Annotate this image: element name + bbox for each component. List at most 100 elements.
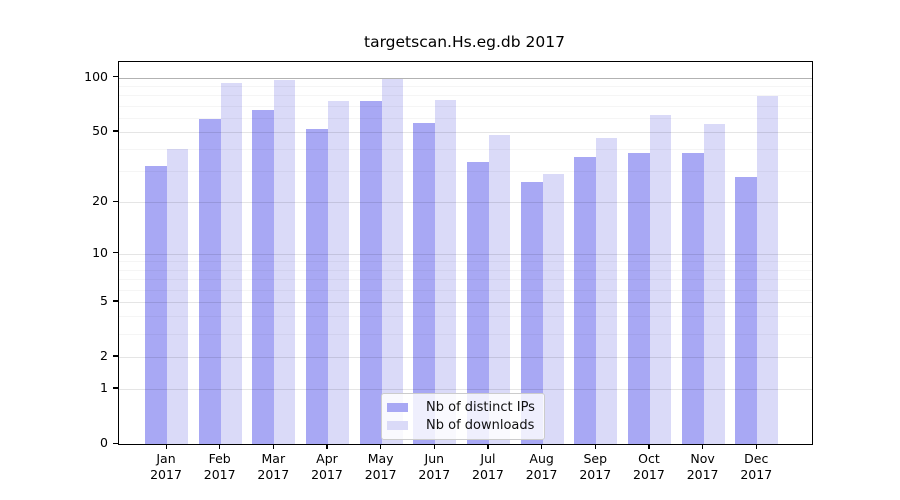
gridline-minor — [119, 171, 812, 173]
bar-downloads — [220, 82, 242, 444]
gridline-minor — [119, 85, 812, 87]
y-tick-mark — [113, 200, 118, 203]
plot-area — [118, 61, 813, 445]
legend-swatch-distinct-ips — [387, 403, 408, 412]
bar-distinct-ips — [145, 166, 167, 444]
x-tick-mark — [648, 445, 650, 449]
y-tick-mark — [113, 300, 118, 302]
gridline-major — [119, 253, 812, 255]
legend-label-downloads: Nb of downloads — [426, 418, 535, 433]
gridline-minor — [119, 334, 812, 335]
bar-downloads — [488, 135, 510, 444]
x-tick-year: 2017 — [472, 467, 504, 482]
gridline-major — [119, 131, 812, 133]
x-tick-month: Feb — [208, 451, 231, 466]
x-tick-year: 2017 — [686, 467, 719, 482]
gridline-minor — [119, 117, 812, 119]
x-axis-tick-label: May 2017 — [349, 451, 413, 483]
y-tick-mark — [113, 387, 118, 389]
x-tick-mark — [541, 445, 543, 449]
x-tick-year: 2017 — [364, 467, 397, 482]
x-tick-month: Oct — [638, 451, 660, 466]
x-tick-year: 2017 — [525, 467, 558, 482]
x-tick-year: 2017 — [257, 467, 290, 482]
gridline-minor — [119, 105, 812, 107]
x-tick-year: 2017 — [633, 467, 665, 482]
x-tick-month: Sep — [583, 451, 608, 466]
x-axis-tick-label: Jan 2017 — [134, 451, 198, 483]
x-axis-tick-label: Sep 2017 — [563, 451, 627, 483]
legend: Nb of distinct IPs Nb of downloads — [381, 393, 545, 440]
gridline-minor — [119, 316, 812, 318]
x-tick-mark — [326, 445, 328, 449]
gridline-minor — [119, 289, 812, 291]
x-tick-year: 2017 — [150, 467, 182, 482]
x-tick-mark — [487, 445, 489, 449]
y-axis-tick-label: 2 — [100, 347, 108, 363]
bar-downloads — [167, 149, 188, 444]
x-axis-tick-label: Jun 2017 — [402, 451, 466, 483]
gridline-major — [119, 77, 812, 79]
y-axis-tick-label: 100 — [84, 68, 108, 84]
gridline-minor — [119, 95, 812, 97]
bar-downloads — [542, 174, 564, 444]
x-tick-mark — [272, 445, 275, 449]
x-tick-year: 2017 — [579, 467, 612, 482]
x-tick-month: Mar — [261, 451, 286, 466]
bar-distinct-ips — [413, 123, 436, 444]
y-axis-tick-label: 50 — [92, 122, 108, 138]
bar-downloads — [757, 96, 779, 444]
gridline-major — [119, 202, 812, 204]
bar-downloads — [435, 100, 457, 444]
y-tick-mark — [113, 76, 118, 78]
bar-downloads — [649, 115, 671, 444]
bar-downloads — [327, 101, 349, 444]
bar-downloads — [381, 79, 403, 444]
gridline-major — [119, 301, 812, 303]
gridline-minor — [119, 261, 812, 263]
y-axis-tick-label: 0 — [100, 435, 108, 450]
x-tick-month: May — [367, 451, 394, 466]
gridline-minor — [119, 149, 812, 151]
x-tick-mark — [219, 445, 221, 449]
x-axis-tick-label: Jul 2017 — [456, 451, 520, 483]
x-tick-mark — [755, 445, 758, 449]
bar-downloads — [596, 138, 618, 444]
gridline-minor — [119, 269, 812, 271]
bar-distinct-ips — [198, 118, 221, 444]
x-tick-mark — [380, 445, 382, 449]
y-axis-tick-label: 5 — [100, 292, 108, 308]
y-axis-tick-label: 20 — [92, 193, 108, 209]
x-axis-tick-label: Dec 2017 — [724, 451, 788, 483]
y-axis-tick-label: 1 — [100, 379, 108, 395]
y-axis-tick-label: 10 — [92, 244, 108, 260]
x-tick-mark — [433, 445, 436, 449]
x-tick-year: 2017 — [203, 467, 236, 482]
legend-item-downloads: Nb of downloads — [387, 417, 544, 434]
x-axis-tick-label: Mar 2017 — [241, 451, 305, 483]
bar-downloads — [703, 124, 725, 444]
bar-distinct-ips — [305, 128, 328, 444]
x-tick-month: Jul — [480, 451, 496, 466]
bar-distinct-ips — [252, 110, 275, 444]
x-axis-tick-label: Oct 2017 — [617, 451, 681, 483]
x-tick-year: 2017 — [311, 467, 343, 482]
x-axis-tick-label: Feb 2017 — [188, 451, 252, 483]
y-tick-mark — [113, 252, 118, 254]
y-tick-mark — [113, 355, 118, 357]
chart-title: targetscan.Hs.eg.db 2017 — [364, 33, 565, 51]
bar-distinct-ips — [466, 161, 489, 444]
x-axis-tick-label: Nov 2017 — [671, 451, 735, 483]
legend-item-distinct-ips: Nb of distinct IPs — [387, 399, 544, 416]
x-tick-year: 2017 — [740, 467, 773, 482]
bar-distinct-ips — [681, 153, 704, 444]
gridline-minor — [119, 278, 812, 280]
bar-distinct-ips — [735, 176, 758, 444]
legend-swatch-downloads — [387, 421, 408, 430]
x-tick-mark — [702, 445, 704, 449]
x-tick-month: Aug — [529, 451, 554, 466]
bar-distinct-ips — [627, 153, 650, 444]
y-tick-mark — [113, 442, 118, 444]
x-tick-mark — [165, 445, 167, 449]
x-tick-year: 2017 — [418, 467, 451, 482]
